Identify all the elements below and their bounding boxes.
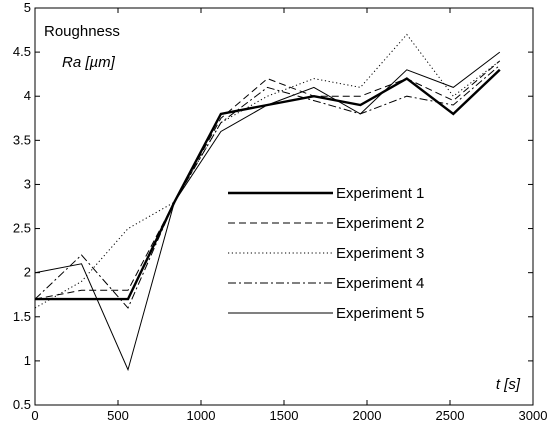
axis-ticks: 0 500 1000 1500 2000 2500 3000 0.5 1 1.5 2 2.5 3 3.5 4… bbox=[13, 0, 548, 423]
y-tick-label: 3 bbox=[24, 176, 31, 191]
y-axis-unit: Ra [µm] bbox=[62, 54, 116, 71]
series-line-experiment-4 bbox=[34, 64, 501, 309]
series-line-experiment-3 bbox=[34, 33, 501, 309]
y-tick-label: 1.5 bbox=[13, 309, 31, 324]
y-tick-label: 0.5 bbox=[13, 397, 31, 412]
legend-label: Experiment 5 bbox=[336, 305, 424, 322]
legend-item-experiment-4: Experiment 4 bbox=[228, 275, 424, 292]
x-tick-label: 0 bbox=[31, 408, 38, 423]
y-tick-label: 5 bbox=[24, 0, 31, 15]
y-axis-title: Roughness bbox=[44, 23, 120, 40]
x-axis-title: t [s] bbox=[496, 376, 521, 393]
y-tick-label: 4.5 bbox=[13, 44, 31, 59]
legend-label: Experiment 4 bbox=[336, 275, 424, 292]
y-tick-label: 1 bbox=[24, 353, 31, 368]
series-line-experiment-5 bbox=[34, 51, 501, 372]
legend-item-experiment-2: Experiment 2 bbox=[228, 215, 424, 232]
legend-label: Experiment 1 bbox=[336, 185, 424, 202]
series-line-experiment-2 bbox=[34, 60, 501, 300]
x-tick-label: 500 bbox=[107, 408, 129, 423]
y-tick-label: 2 bbox=[24, 265, 31, 280]
y-tick-label: 2.5 bbox=[13, 221, 31, 236]
x-tick-label: 3000 bbox=[519, 408, 548, 423]
x-tick-label: 1500 bbox=[270, 408, 299, 423]
series-line-experiment-1 bbox=[35, 68, 501, 301]
y-tick-label: 3.5 bbox=[13, 132, 31, 147]
legend: Experiment 1 Experiment 2 Experiment 3 Expe… bbox=[228, 185, 424, 322]
legend-item-experiment-3: Experiment 3 bbox=[228, 245, 424, 262]
legend-item-experiment-5: Experiment 5 bbox=[228, 305, 424, 322]
legend-label: Experiment 2 bbox=[336, 215, 424, 232]
series-lines bbox=[34, 33, 501, 372]
x-tick-label: 1000 bbox=[187, 408, 216, 423]
legend-label: Experiment 3 bbox=[336, 245, 424, 262]
legend-item-experiment-1: Experiment 1 bbox=[228, 185, 424, 202]
x-tick-label: 2000 bbox=[353, 408, 382, 423]
x-tick-label: 2500 bbox=[436, 408, 465, 423]
y-tick-label: 4 bbox=[24, 88, 31, 103]
